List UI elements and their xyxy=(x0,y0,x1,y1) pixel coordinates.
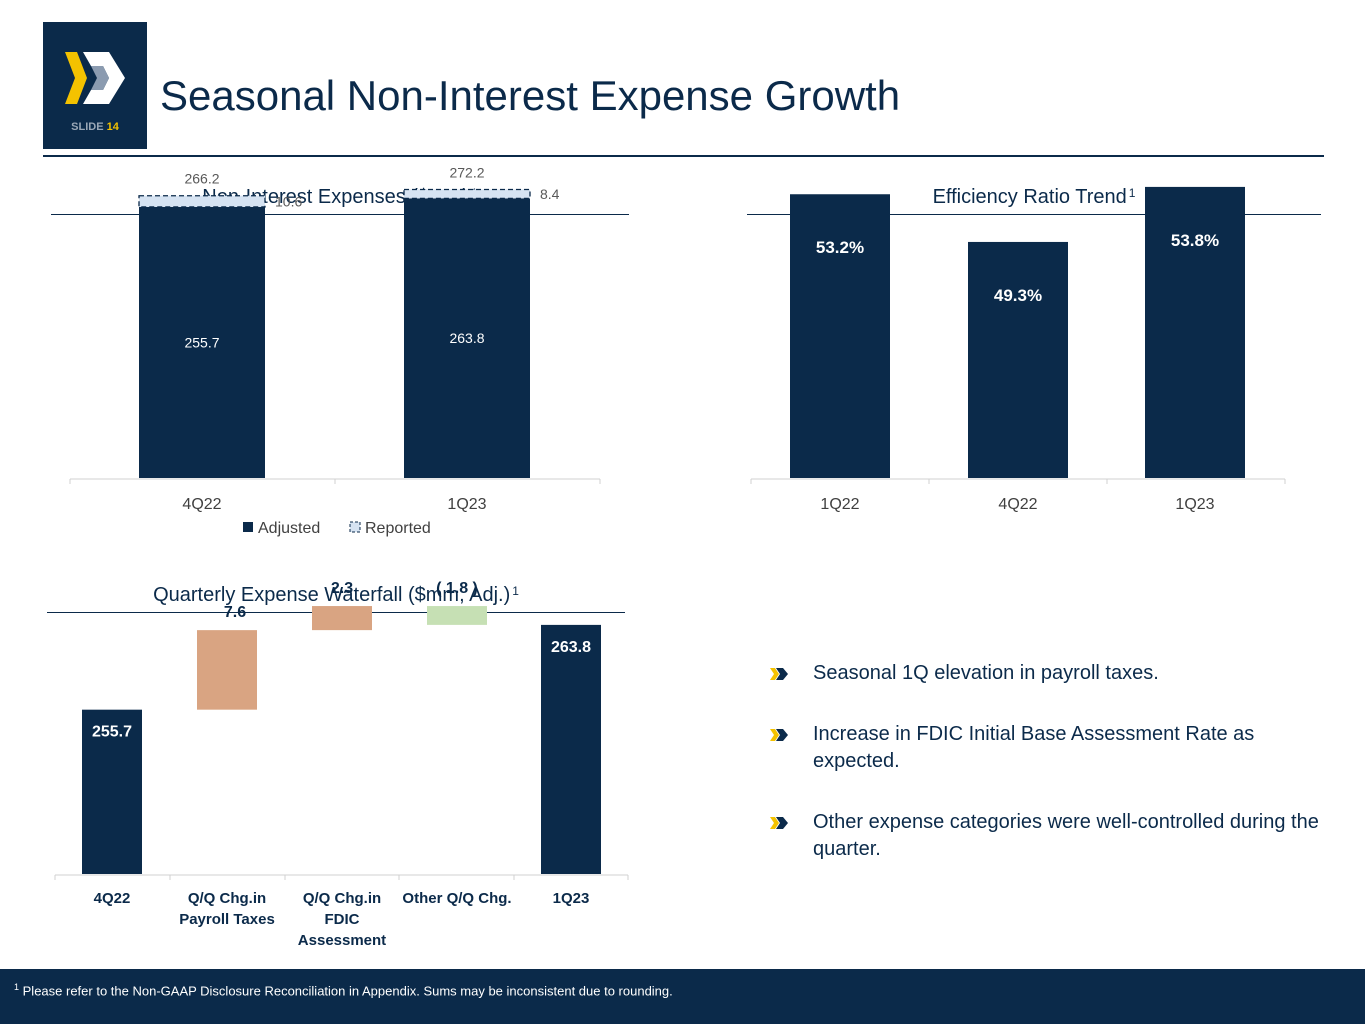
efficiency-section-rule xyxy=(747,214,1321,215)
waterfall-total-bar xyxy=(82,709,142,874)
x-tick-label: 4Q22 xyxy=(182,496,221,513)
expenses-section-rule xyxy=(51,214,629,215)
legend-reported-swatch xyxy=(349,521,361,533)
waterfall-delta-bar xyxy=(312,606,372,631)
x-tick-label: Q/Q Chg.in xyxy=(188,890,266,907)
data-label-total: 266.2 xyxy=(184,171,219,187)
bar-adjusted xyxy=(139,206,265,478)
bullet-item: Seasonal 1Q elevation in payroll taxes. xyxy=(770,660,1330,687)
waterfall-delta-bar xyxy=(197,630,257,710)
data-label: 263.8 xyxy=(551,639,591,656)
x-tick-label: 4Q22 xyxy=(998,496,1037,513)
x-tick-label: Assessment xyxy=(298,932,386,949)
x-tick-label: 1Q23 xyxy=(553,890,590,907)
key-points: Seasonal 1Q elevation in payroll taxes. … xyxy=(770,660,1330,897)
page-title: Seasonal Non-Interest Expense Growth xyxy=(160,72,901,119)
logo-mark-icon xyxy=(65,52,125,104)
bar-adjusted xyxy=(404,198,530,478)
bar-efficiency xyxy=(790,194,890,478)
efficiency-section-title: Efficiency Ratio Trend 1 xyxy=(932,186,1136,208)
x-tick-label: 1Q22 xyxy=(820,496,859,513)
legend-adjusted-swatch xyxy=(243,522,253,532)
data-label: 53.8% xyxy=(1171,231,1219,250)
x-tick-label: FDIC xyxy=(325,911,360,928)
data-label-total: 272.2 xyxy=(449,164,484,180)
title-divider xyxy=(43,155,1324,157)
legend-adjusted-label: Adjusted xyxy=(258,520,320,537)
data-label-adjusted: 255.7 xyxy=(184,334,219,350)
waterfall-delta-bar xyxy=(427,606,487,625)
company-logo: SLIDE 14 xyxy=(43,22,147,149)
waterfall-section-rule xyxy=(47,612,625,613)
data-label: 49.3% xyxy=(994,286,1042,305)
slide-number: SLIDE 14 xyxy=(71,121,119,133)
waterfall-section-title: Quarterly Expense Waterfall ($mm, Adj.) 1 xyxy=(153,584,519,606)
data-label: 53.2% xyxy=(816,238,864,257)
x-tick-label: 1Q23 xyxy=(447,496,486,513)
bullet-item: Increase in FDIC Initial Base Assessment… xyxy=(770,721,1330,775)
bullet-arrow-icon xyxy=(770,729,788,741)
bullet-arrow-icon xyxy=(770,668,788,680)
legend-reported-label: Reported xyxy=(365,520,431,537)
x-tick-label: 1Q23 xyxy=(1175,496,1214,513)
x-tick-label: Other Q/Q Chg. xyxy=(402,890,511,907)
x-tick-label: 4Q22 xyxy=(94,890,131,907)
footnote: 1 Please refer to the Non-GAAP Disclosur… xyxy=(14,982,673,999)
bullet-arrow-icon xyxy=(770,817,788,829)
expenses-section-title: Non-Interest Expenses ($mm) 1 xyxy=(202,186,478,208)
data-label-adjusted: 263.8 xyxy=(449,330,484,346)
waterfall-total-bar xyxy=(541,624,601,874)
footer-bar xyxy=(0,969,1365,1024)
bullet-item: Other expense categories were well-contr… xyxy=(770,809,1330,863)
x-tick-label: Q/Q Chg.in xyxy=(303,890,381,907)
x-tick-label: Payroll Taxes xyxy=(179,911,275,928)
bar-efficiency xyxy=(968,241,1068,478)
data-label: 255.7 xyxy=(92,724,132,741)
bar-efficiency xyxy=(1145,186,1245,478)
